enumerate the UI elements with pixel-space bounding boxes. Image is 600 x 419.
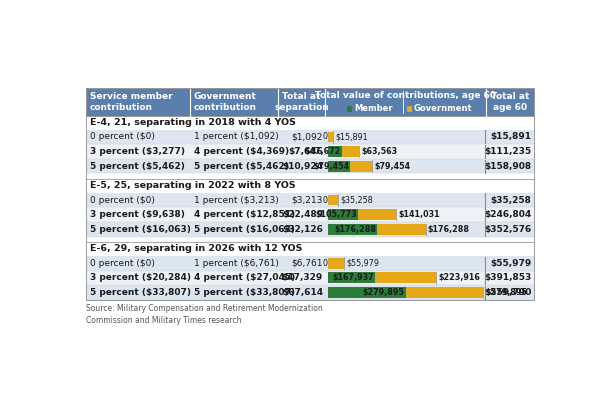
- Text: 3 percent ($20,284): 3 percent ($20,284): [90, 273, 191, 282]
- Text: $79,454: $79,454: [374, 162, 410, 171]
- Text: $167,937: $167,937: [332, 273, 374, 282]
- Text: $559,790: $559,790: [484, 288, 532, 297]
- Text: $176,288: $176,288: [428, 225, 470, 234]
- Bar: [328, 209, 358, 220]
- Bar: [86, 193, 534, 207]
- Text: $141,031: $141,031: [399, 210, 440, 219]
- Text: $1,092: $1,092: [292, 132, 323, 141]
- Text: $279,895: $279,895: [363, 288, 405, 297]
- Bar: [86, 88, 534, 300]
- Text: $55,979: $55,979: [490, 259, 532, 268]
- Text: E-5, 25, separating in 2022 with 8 YOS: E-5, 25, separating in 2022 with 8 YOS: [90, 181, 295, 190]
- Bar: [341, 146, 359, 157]
- Text: 0: 0: [323, 132, 328, 141]
- Text: E-6, 29, separating in 2026 with 12 YOS: E-6, 29, separating in 2026 with 12 YOS: [90, 244, 302, 253]
- Bar: [86, 88, 534, 116]
- Bar: [86, 242, 534, 256]
- Text: 0 percent ($0): 0 percent ($0): [90, 196, 155, 204]
- Bar: [350, 161, 372, 171]
- Text: $22,489: $22,489: [282, 210, 323, 219]
- Text: 5 percent ($33,807): 5 percent ($33,807): [194, 288, 295, 297]
- Text: $279,895: $279,895: [485, 288, 527, 297]
- Text: 0: 0: [323, 196, 328, 204]
- Text: $67,614: $67,614: [282, 288, 323, 297]
- Bar: [406, 287, 482, 298]
- Bar: [86, 173, 534, 179]
- Text: $158,908: $158,908: [484, 162, 532, 171]
- Text: 1 percent ($3,213): 1 percent ($3,213): [194, 196, 278, 204]
- Bar: [86, 285, 534, 300]
- Text: $47,672: $47,672: [305, 147, 341, 156]
- Text: $105,773: $105,773: [315, 210, 357, 219]
- Bar: [328, 258, 344, 269]
- Bar: [86, 222, 534, 237]
- Bar: [86, 271, 534, 285]
- Text: $47,329: $47,329: [282, 273, 323, 282]
- Text: $391,853: $391,853: [484, 273, 532, 282]
- Text: 4 percent ($4,369): 4 percent ($4,369): [194, 147, 289, 156]
- Text: Government
contribution: Government contribution: [194, 92, 257, 112]
- Text: Total at
age 60: Total at age 60: [491, 92, 529, 112]
- Bar: [377, 224, 425, 235]
- Text: $79,454: $79,454: [313, 162, 350, 171]
- Text: Service member
contribution: Service member contribution: [90, 92, 172, 112]
- Bar: [328, 161, 350, 171]
- Text: Government: Government: [413, 104, 472, 113]
- Text: 4 percent ($12,851): 4 percent ($12,851): [194, 210, 295, 219]
- Bar: [374, 272, 436, 283]
- Text: 0: 0: [323, 259, 328, 268]
- Text: Member: Member: [354, 104, 392, 113]
- Text: $35,258: $35,258: [491, 196, 532, 204]
- Text: $223,916: $223,916: [439, 273, 481, 282]
- Text: 5 percent ($16,063): 5 percent ($16,063): [90, 225, 191, 234]
- Bar: [347, 106, 352, 112]
- Bar: [407, 106, 412, 112]
- Bar: [328, 132, 333, 142]
- Bar: [328, 224, 377, 235]
- Text: 5 percent ($33,807): 5 percent ($33,807): [90, 288, 191, 297]
- Bar: [86, 144, 534, 159]
- Text: 0 percent ($0): 0 percent ($0): [90, 132, 155, 141]
- Text: 5 percent ($16,063): 5 percent ($16,063): [194, 225, 295, 234]
- Text: 1 percent ($1,092): 1 percent ($1,092): [194, 132, 278, 141]
- Text: $3,213: $3,213: [292, 196, 323, 204]
- Text: $7,646: $7,646: [288, 147, 323, 156]
- Bar: [86, 159, 534, 173]
- Bar: [86, 256, 534, 271]
- Text: $15,891: $15,891: [490, 132, 532, 141]
- Text: 0 percent ($0): 0 percent ($0): [90, 259, 155, 268]
- Bar: [86, 129, 534, 144]
- Text: $10,924: $10,924: [282, 162, 323, 171]
- Bar: [86, 207, 534, 222]
- Text: 3 percent ($3,277): 3 percent ($3,277): [90, 147, 185, 156]
- Text: $32,126: $32,126: [282, 225, 323, 234]
- Text: 3 percent ($9,638): 3 percent ($9,638): [90, 210, 185, 219]
- Bar: [86, 237, 534, 242]
- Text: 1 percent ($6,761): 1 percent ($6,761): [194, 259, 278, 268]
- Text: Source: Military Compensation and Retirement Modernization
Commission and Milita: Source: Military Compensation and Retire…: [86, 304, 323, 325]
- Bar: [358, 209, 397, 220]
- Text: $176,288: $176,288: [334, 225, 376, 234]
- Text: 5 percent ($5,462): 5 percent ($5,462): [194, 162, 289, 171]
- Text: $63,563: $63,563: [361, 147, 398, 156]
- Text: $111,235: $111,235: [484, 147, 532, 156]
- Text: E-4, 21, separating in 2018 with 4 YOS: E-4, 21, separating in 2018 with 4 YOS: [90, 118, 296, 127]
- Text: Total at
separation: Total at separation: [274, 92, 329, 112]
- Text: $15,891: $15,891: [335, 132, 368, 141]
- Text: $352,576: $352,576: [484, 225, 532, 234]
- Bar: [86, 116, 534, 129]
- Bar: [328, 287, 406, 298]
- Text: 4 percent ($27,045): 4 percent ($27,045): [194, 273, 295, 282]
- Text: Total value of contributions, age 60: Total value of contributions, age 60: [315, 91, 496, 100]
- Text: $55,979: $55,979: [346, 259, 379, 268]
- Text: $6,761: $6,761: [292, 259, 323, 268]
- Bar: [328, 146, 341, 157]
- Text: $246,804: $246,804: [484, 210, 532, 219]
- Bar: [328, 272, 374, 283]
- Bar: [328, 195, 338, 205]
- Bar: [86, 179, 534, 193]
- Text: 5 percent ($5,462): 5 percent ($5,462): [90, 162, 185, 171]
- Text: $35,258: $35,258: [340, 196, 373, 204]
